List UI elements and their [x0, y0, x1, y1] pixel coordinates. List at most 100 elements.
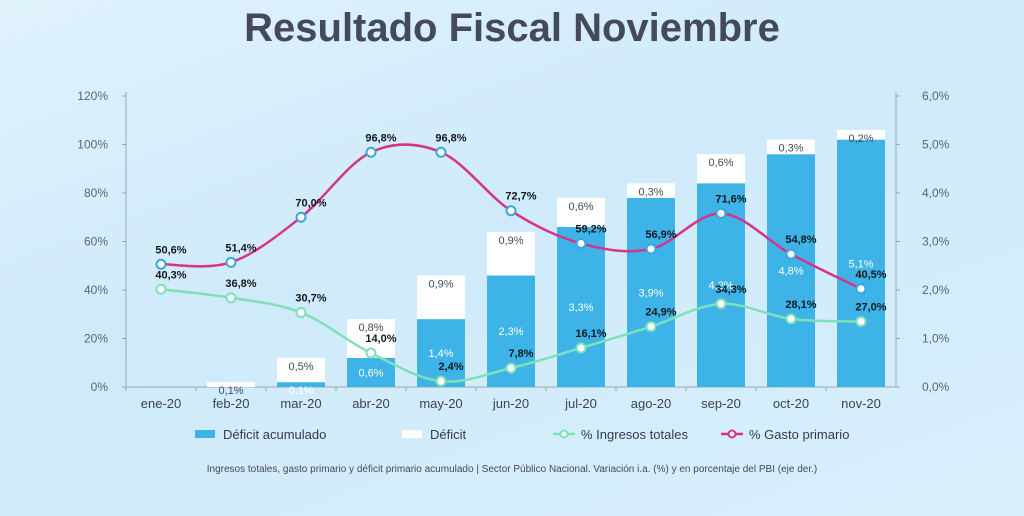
bar-deficit-acumulado: [347, 357, 395, 387]
right-tick-label: 6,0%: [922, 89, 950, 103]
x-tick-label: ene-20: [141, 396, 181, 411]
right-tick-label: 5,0%: [922, 138, 950, 152]
point-ingresos: [785, 313, 797, 325]
bar-deficit: [697, 154, 745, 184]
left-tick-label: 80%: [84, 186, 108, 200]
point-label-gasto: 56,9%: [645, 229, 676, 241]
point-gasto: [155, 258, 167, 270]
bar-deficit: [557, 197, 605, 227]
legend-swatch-ingresos: [553, 429, 575, 439]
point-ingresos: [855, 316, 867, 328]
point-gasto: [715, 207, 727, 219]
point-ingresos: [365, 347, 377, 359]
x-tick-label: nov-20: [841, 396, 881, 411]
bar-deficit: [487, 231, 535, 276]
right-tick-label: 4,0%: [922, 186, 950, 200]
point-label-gasto: 71,6%: [715, 193, 746, 205]
x-tick-label: jul-20: [564, 396, 597, 411]
x-tick-label: sep-20: [701, 396, 741, 411]
bar-deficit: [837, 129, 885, 140]
point-label-ingresos: 24,9%: [645, 307, 676, 319]
point-label-ingresos: 14,0%: [365, 333, 396, 345]
point-label-ingresos: 28,1%: [785, 299, 816, 311]
point-label-ingresos: 7,8%: [508, 348, 533, 360]
left-tick-label: 60%: [84, 235, 108, 249]
point-label-gasto: 70,0%: [295, 197, 326, 209]
point-label-ingresos: 27,0%: [855, 302, 886, 314]
point-ingresos: [505, 362, 517, 374]
point-ingresos: [575, 342, 587, 354]
bar-deficit-acumulado: [277, 382, 325, 387]
bar-label-deficit: 0,6%: [708, 157, 733, 169]
legend-deficit-acumulado: Déficit acumulado: [195, 426, 326, 442]
legend-label-deficit-acumulado: Déficit acumulado: [223, 426, 327, 442]
x-tick-label: ago-20: [631, 396, 671, 411]
bar-label-deficit-acumulado: 3,3%: [568, 302, 593, 314]
point-label-gasto: 40,5%: [855, 269, 886, 281]
left-tick-label: 20%: [84, 332, 108, 346]
legend-swatch-gasto: [721, 429, 743, 439]
point-gasto: [225, 256, 237, 268]
point-ingresos: [435, 375, 447, 387]
bar-label-deficit-acumulado: 4,2%: [708, 280, 733, 292]
bar-deficit: [277, 357, 325, 383]
point-label-ingresos: 2,4%: [438, 361, 463, 373]
legend-label-deficit: Déficit: [430, 426, 467, 442]
point-ingresos: [225, 292, 237, 304]
bar-label-deficit-acumulado: 2,3%: [498, 326, 523, 338]
point-label-gasto: 96,8%: [365, 132, 396, 144]
left-tick-label: 100%: [77, 138, 108, 152]
point-label-ingresos: 40,3%: [155, 269, 186, 281]
point-label-gasto: 54,8%: [785, 234, 816, 246]
chart-svg: 0% 20% 40% 60% 80% 100% 120% 0,0% 1,0% 2,0% 3,0% 4,…: [77, 89, 950, 411]
x-tick-label: feb-20: [213, 396, 250, 411]
right-tick-label: 1,0%: [922, 332, 950, 346]
point-ingresos: [295, 307, 307, 319]
point-gasto: [645, 243, 657, 255]
right-tick-label: 0,0%: [922, 380, 950, 394]
legend-swatch-deficit-acumulado: [195, 430, 215, 438]
right-tick-label: 3,0%: [922, 235, 950, 249]
bar-label-deficit-acumulado: 0,6%: [358, 367, 383, 379]
legend-label-ingresos: % Ingresos totales: [581, 426, 688, 442]
bar-deficit-acumulado: [767, 154, 815, 387]
bar-deficit: [627, 183, 675, 198]
bar-deficit: [767, 139, 815, 155]
bar-deficit: [207, 382, 255, 387]
bar-deficit-acumulado: [837, 139, 885, 387]
point-gasto: [505, 205, 517, 217]
x-tick-label: jun-20: [492, 396, 529, 411]
legend-gasto: % Gasto primario: [721, 426, 849, 442]
bar-label-deficit-acumulado: 4,8%: [778, 266, 803, 278]
point-label-ingresos: 16,1%: [575, 328, 606, 340]
left-tick-label: 40%: [84, 283, 108, 297]
footnote: Ingresos totales, gasto primario y défic…: [206, 464, 818, 475]
point-gasto: [785, 248, 797, 260]
left-tick-label: 120%: [77, 89, 108, 103]
left-tick-label: 0%: [91, 380, 109, 394]
right-tick-label: 2,0%: [922, 283, 950, 297]
x-tick-label: mar-20: [280, 396, 321, 411]
point-label-ingresos: 30,7%: [295, 293, 326, 305]
legend-label-gasto: % Gasto primario: [749, 426, 850, 442]
legend-ingresos: % Ingresos totales: [553, 426, 688, 442]
bar-label-deficit: 0,5%: [288, 361, 313, 373]
bar-label-deficit: 0,6%: [568, 201, 593, 213]
point-gasto: [435, 146, 447, 158]
point-label-gasto: 50,6%: [155, 244, 186, 256]
bar-label-deficit: 0,9%: [498, 235, 523, 247]
point-gasto: [575, 237, 587, 249]
x-tick-label: oct-20: [773, 396, 809, 411]
point-gasto: [295, 211, 307, 223]
bar-label-deficit: 0,3%: [638, 186, 663, 198]
point-label-gasto: 72,7%: [505, 191, 536, 203]
chart-title: Resultado Fiscal Noviembre: [244, 6, 780, 50]
bar-label-deficit-acumulado: 5,1%: [848, 258, 873, 270]
bar-label-deficit: 0,2%: [848, 133, 873, 145]
point-ingresos: [645, 321, 657, 333]
bar-label-deficit-acumulado: 0,1%: [288, 385, 313, 397]
x-tick-label: may-20: [419, 396, 462, 411]
bar-label-deficit-acumulado: 1,4%: [428, 348, 453, 360]
x-tick-label: abr-20: [352, 396, 390, 411]
legend-swatch-deficit: [402, 430, 422, 438]
